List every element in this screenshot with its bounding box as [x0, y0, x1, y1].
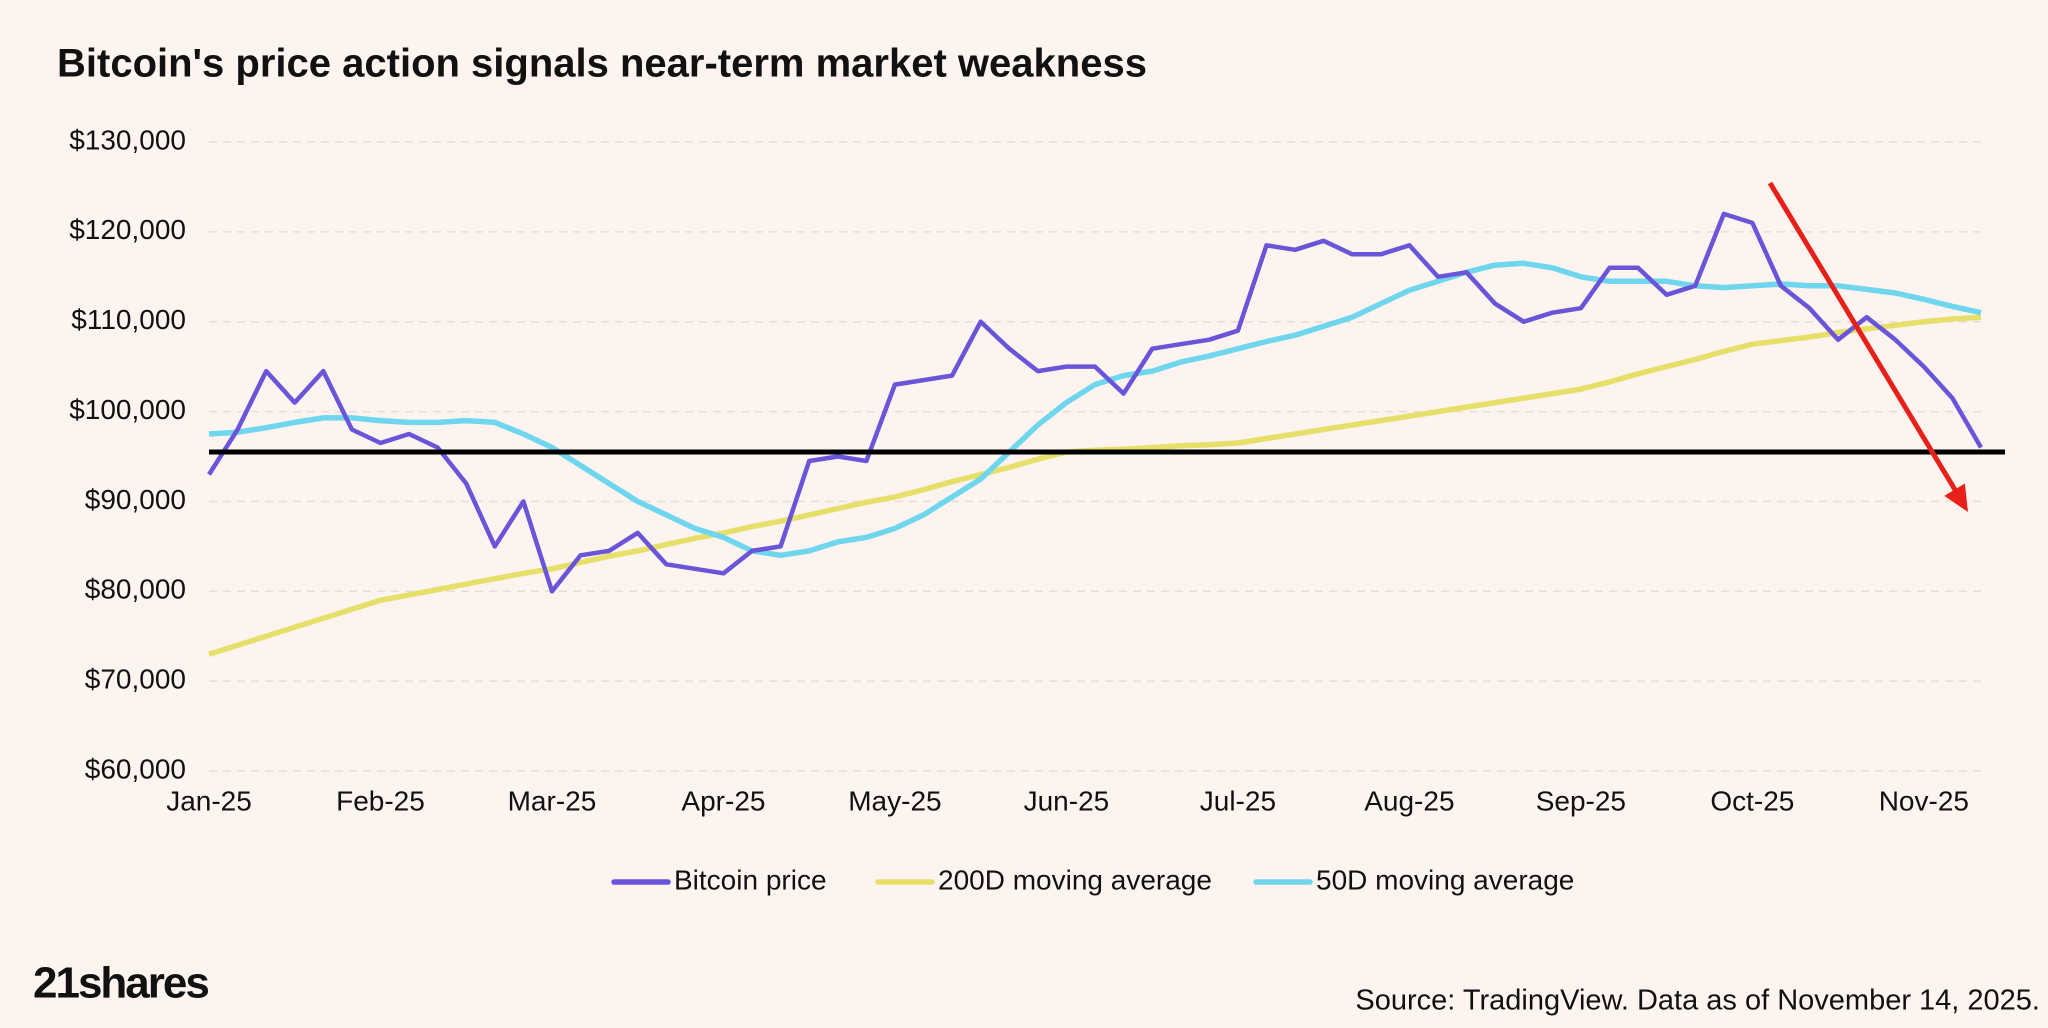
x-tick-label: Aug-25 — [1364, 785, 1454, 816]
x-tick-label: Jun-25 — [1024, 785, 1110, 816]
x-tick-label: Mar-25 — [508, 785, 597, 816]
x-tick-label: Sep-25 — [1536, 785, 1626, 816]
y-tick-label: $110,000 — [71, 304, 186, 335]
y-tick-label: $80,000 — [85, 574, 186, 605]
x-tick-label: Oct-25 — [1710, 785, 1794, 816]
x-tick-label: Apr-25 — [681, 785, 765, 816]
legend-label: Bitcoin price — [674, 864, 827, 895]
y-tick-label: $60,000 — [85, 753, 186, 784]
x-tick-label: Jan-25 — [166, 785, 252, 816]
brand-logo: 21shares — [33, 959, 208, 1008]
x-tick-label: May-25 — [848, 785, 941, 816]
y-tick-label: $90,000 — [85, 484, 186, 515]
legend-label: 50D moving average — [1316, 864, 1574, 895]
series-line — [207, 211, 1983, 594]
trend-arrow — [1767, 181, 1963, 500]
x-tick-label: Feb-25 — [336, 785, 425, 816]
y-tick-label: $120,000 — [69, 214, 186, 245]
y-tick-label: $130,000 — [69, 124, 186, 155]
x-tick-label: Jul-25 — [1200, 785, 1276, 816]
x-tick-label: Nov-25 — [1879, 785, 1969, 816]
trend-arrow-head — [1944, 483, 1968, 512]
source-note: Source: TradingView. Data as of November… — [1355, 985, 2040, 1017]
y-tick-label: $100,000 — [69, 394, 186, 425]
y-tick-label: $70,000 — [85, 664, 186, 695]
legend-label: 200D moving average — [938, 864, 1212, 895]
series-line — [208, 260, 1982, 559]
chart-title: Bitcoin's price action signals near-term… — [57, 42, 1147, 86]
